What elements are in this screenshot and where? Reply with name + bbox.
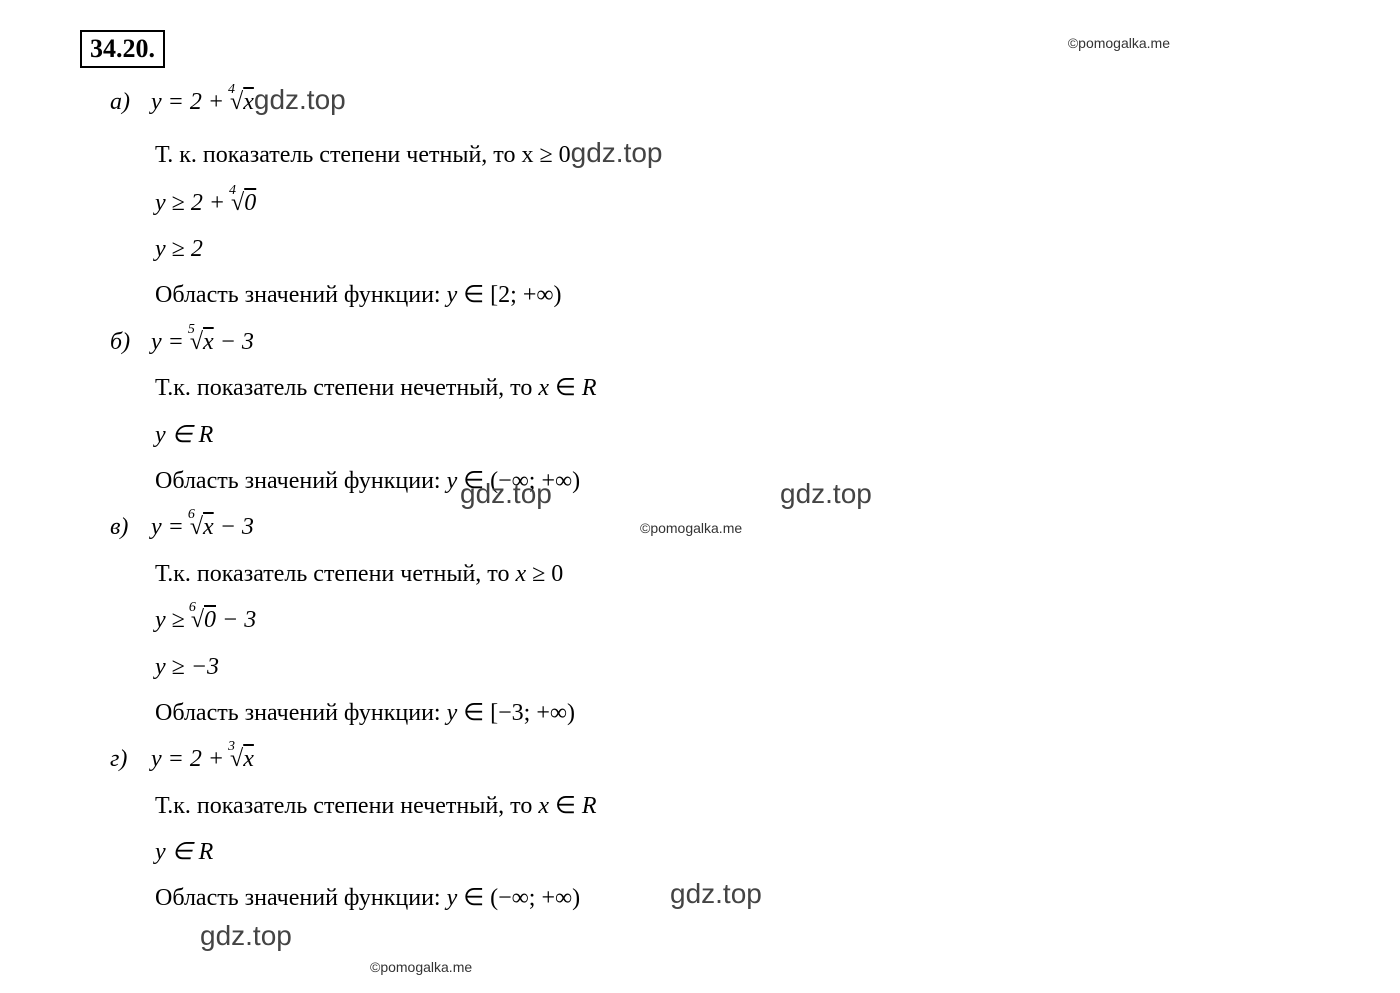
part-b-label: б) (110, 323, 145, 361)
watermark-gdz-2: gdz.top (780, 478, 872, 510)
part-a-step1: y ≥ 2 + 4√0 (155, 184, 1320, 222)
part-g-reasoning: Т.к. показатель степени нечетный, то x ∈… (155, 787, 1320, 825)
part-a-label: а) (110, 83, 145, 121)
part-b-step1: y ∈ R (155, 416, 1320, 454)
part-v-range: Область значений функции: y ∈ [−3; +∞) (155, 694, 1320, 732)
part-g-step1: y ∈ R (155, 833, 1320, 871)
part-v-eq-text: y = 6√x − 3 (151, 514, 254, 540)
part-a-eq-text: y = 2 + 4√x (151, 89, 254, 115)
part-a-reasoning: Т. к. показатель степени четный, то x ≥ … (155, 131, 1320, 176)
part-g-label: г) (110, 740, 145, 778)
part-b-eq-text: y = 5√x − 3 (151, 329, 254, 355)
part-b-range: Область значений функции: y ∈ (−∞; +∞) (155, 462, 1320, 500)
part-b-reasoning: Т.к. показатель степени нечетный, то x ∈… (155, 369, 1320, 407)
part-v-step1: y ≥ 6√0 − 3 (155, 601, 1320, 639)
part-g-eq-text: y = 2 + 3√x (151, 746, 254, 772)
watermark-inline-2: gdz.top (571, 137, 663, 168)
part-a-step2: y ≥ 2 (155, 230, 1320, 268)
part-g-equation: г) y = 2 + 3√x (110, 740, 1320, 778)
part-v-reasoning: Т.к. показатель степени четный, то x ≥ 0 (155, 555, 1320, 593)
watermark-inline-1: gdz.top (254, 84, 346, 115)
part-b-equation: б) y = 5√x − 3 (110, 323, 1320, 361)
part-a-equation: а) y = 2 + 4√xgdz.top (110, 78, 1320, 123)
watermark-gdz-3: gdz.top (670, 878, 762, 910)
part-v-step2: y ≥ −3 (155, 648, 1320, 686)
part-a-range: Область значений функции: y ∈ [2; +∞) (155, 276, 1320, 314)
content-container: а) y = 2 + 4√xgdz.top Т. к. показатель с… (80, 78, 1320, 918)
watermark-gdz-1: gdz.top (460, 478, 552, 510)
watermark-pomogalka-3: ©pomogalka.me (370, 959, 472, 975)
watermark-pomogalka-1: ©pomogalka.me (1068, 35, 1170, 51)
part-v-label: в) (110, 508, 145, 546)
watermark-pomogalka-2: ©pomogalka.me (640, 520, 742, 536)
watermark-gdz-4: gdz.top (200, 920, 292, 952)
problem-number: 34.20. (80, 30, 165, 68)
